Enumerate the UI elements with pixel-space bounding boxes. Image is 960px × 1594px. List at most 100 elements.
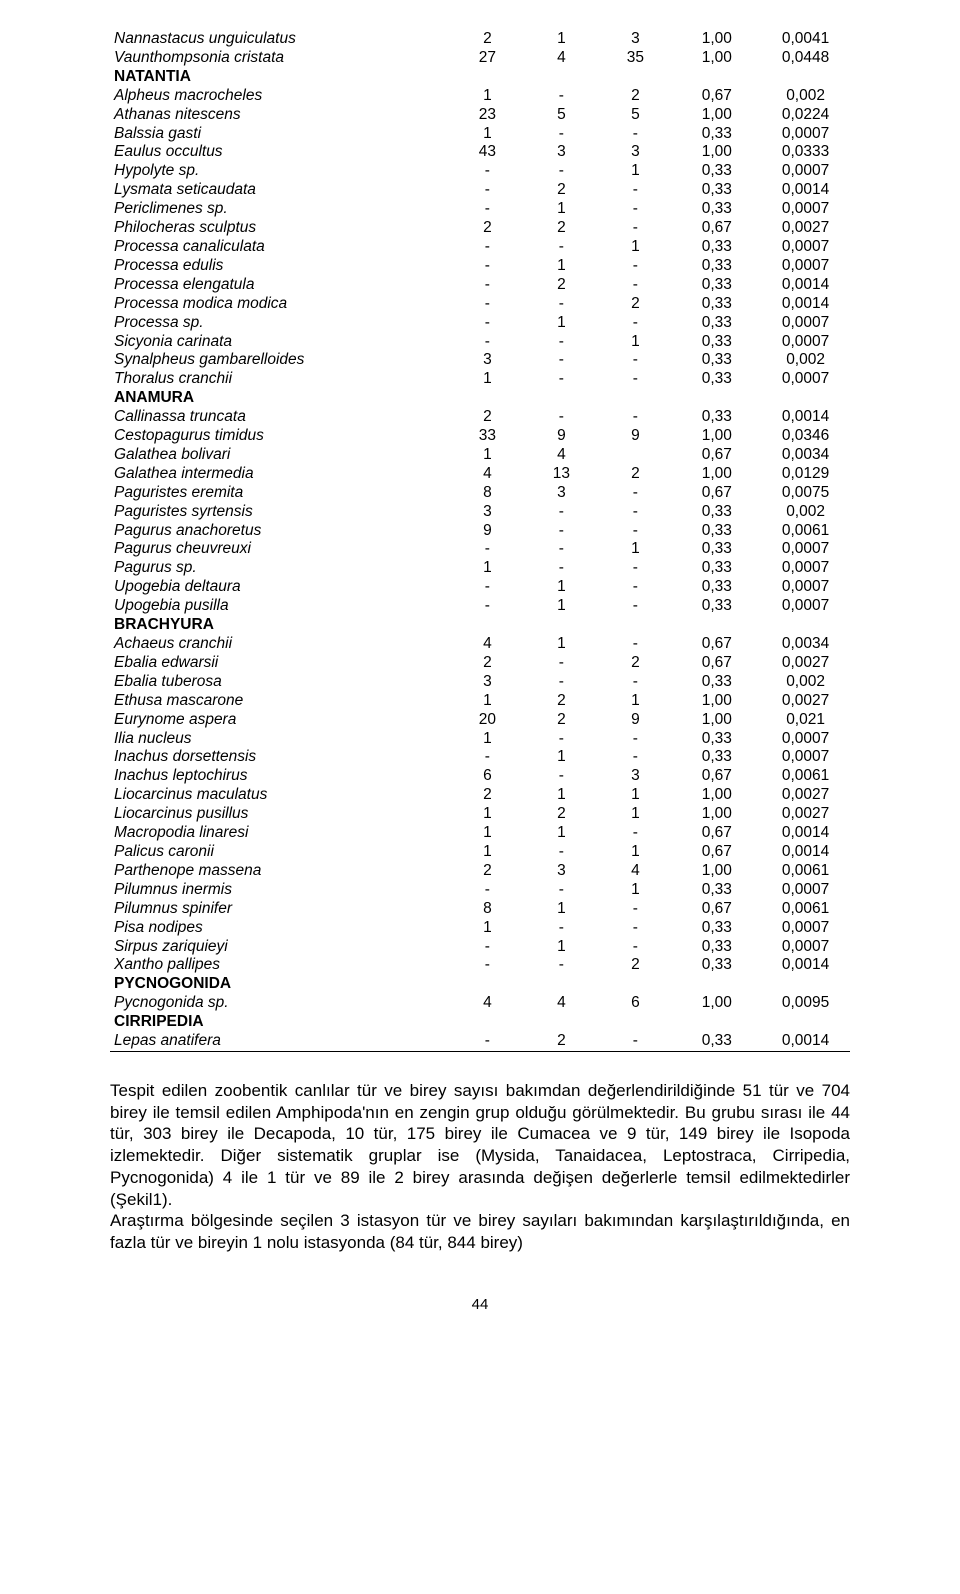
value-cell: - [450,938,524,957]
value-cell: 23 [450,106,524,125]
value-cell: - [598,635,672,654]
value-cell: - [598,370,672,389]
value-cell: 4 [450,994,524,1013]
value-cell: - [598,919,672,938]
paragraph-1: Tespit edilen zoobentik canlılar tür ve … [110,1080,850,1211]
value-cell: 0,67 [672,446,761,465]
value-cell: 0,0014 [761,295,850,314]
value-cell: - [524,881,598,900]
value-cell: 9 [598,711,672,730]
table-row: Lepas anatifera-2-0,330,0014 [110,1032,850,1051]
value-cell [672,68,761,87]
value-cell: 8 [450,900,524,919]
value-cell: 0,0027 [761,692,850,711]
value-cell: 0,33 [672,257,761,276]
value-cell: 0,33 [672,370,761,389]
value-cell: 3 [450,503,524,522]
value-cell: 1 [524,938,598,957]
value-cell: 0,0007 [761,238,850,257]
value-cell: 3 [598,143,672,162]
value-cell: 0,0007 [761,938,850,957]
value-cell [598,616,672,635]
value-cell: - [524,956,598,975]
group-label: ANAMURA [110,389,450,408]
value-cell: 4 [450,465,524,484]
value-cell: 0,0027 [761,786,850,805]
value-cell: - [450,200,524,219]
value-cell: 1,00 [672,49,761,68]
value-cell: 0,0095 [761,994,850,1013]
species-name: Xantho pallipes [110,956,450,975]
value-cell: - [598,578,672,597]
value-cell: 4 [598,862,672,881]
species-table: Nannastacus unguiculatus2131,000,0041Vau… [110,30,850,1052]
value-cell: - [598,125,672,144]
value-cell: - [450,748,524,767]
species-name: Pilumnus inermis [110,881,450,900]
value-cell [524,1013,598,1032]
value-cell: 0,0007 [761,597,850,616]
value-cell: 0,0027 [761,219,850,238]
value-cell [672,616,761,635]
value-cell: 0,002 [761,503,850,522]
value-cell: 35 [598,49,672,68]
value-cell: 0,33 [672,956,761,975]
value-cell: 27 [450,49,524,68]
value-cell: 0,0007 [761,314,850,333]
species-name: Balssia gasti [110,125,450,144]
value-cell: 0,33 [672,200,761,219]
species-name: Paguristes syrtensis [110,503,450,522]
value-cell: 0,33 [672,673,761,692]
value-cell: - [450,238,524,257]
value-cell: - [598,900,672,919]
value-cell: - [524,333,598,352]
species-name: Pagurus cheuvreuxi [110,540,450,559]
value-cell: 2 [598,465,672,484]
value-cell: - [450,295,524,314]
value-cell: 1 [598,881,672,900]
value-cell: 2 [450,30,524,49]
value-cell: - [524,654,598,673]
species-name: Processa edulis [110,257,450,276]
value-cell: 1 [598,692,672,711]
value-cell: 0,33 [672,238,761,257]
table-row: Liocarcinus pusillus1211,000,0027 [110,805,850,824]
value-cell: 1 [524,314,598,333]
value-cell: 3 [524,484,598,503]
value-cell: 2 [524,276,598,295]
value-cell: - [450,314,524,333]
value-cell: 0,0034 [761,446,850,465]
value-cell: 1 [450,559,524,578]
value-cell: 13 [524,465,598,484]
value-cell: 0,0061 [761,767,850,786]
table-row: Ilia nucleus1--0,330,0007 [110,730,850,749]
value-cell: 0,33 [672,162,761,181]
value-cell: 1 [524,786,598,805]
value-cell: 1 [598,843,672,862]
table-row: Athanas nitescens23551,000,0224 [110,106,850,125]
value-cell: 0,67 [672,767,761,786]
value-cell [450,68,524,87]
value-cell: - [450,162,524,181]
value-cell: 0,0061 [761,900,850,919]
value-cell: 1,00 [672,786,761,805]
value-cell: 1,00 [672,106,761,125]
value-cell: 0,0007 [761,370,850,389]
species-name: Pagurus anachoretus [110,522,450,541]
species-name: Macropodia linaresi [110,824,450,843]
value-cell: 0,33 [672,938,761,957]
species-name: Inachus leptochirus [110,767,450,786]
value-cell: 2 [524,181,598,200]
value-cell: - [524,730,598,749]
value-cell: 1 [598,540,672,559]
value-cell: 33 [450,427,524,446]
value-cell [524,68,598,87]
table-row: Pisa nodipes1--0,330,0007 [110,919,850,938]
species-name: Eaulus occultus [110,143,450,162]
value-cell: - [450,881,524,900]
species-name: Sirpus zariquieyi [110,938,450,957]
value-cell: 0,0014 [761,408,850,427]
value-cell: 0,0448 [761,49,850,68]
value-cell [524,616,598,635]
value-cell: 0,0007 [761,881,850,900]
